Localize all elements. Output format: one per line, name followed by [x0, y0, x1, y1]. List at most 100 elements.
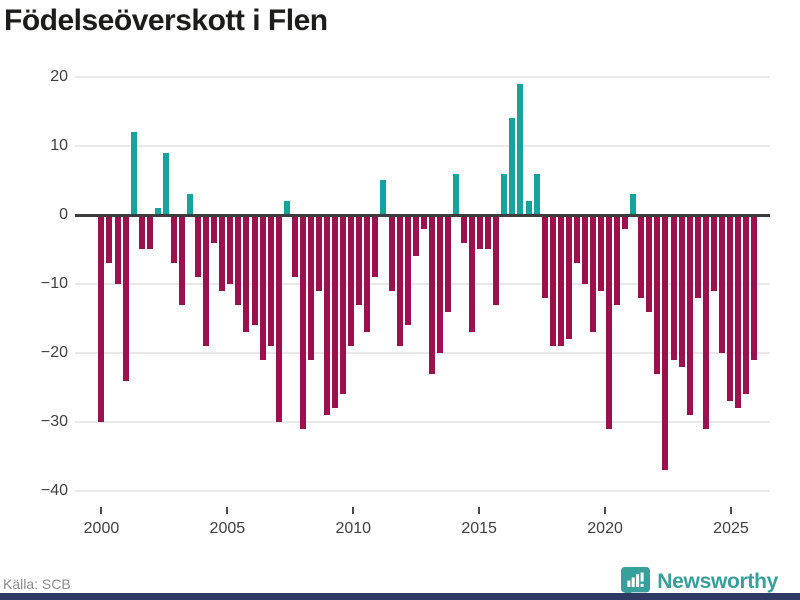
bar: [581, 214, 588, 284]
bar: [364, 214, 371, 333]
bar: [654, 214, 661, 374]
bar: [541, 214, 548, 298]
bar: [332, 214, 339, 409]
bar: [396, 214, 403, 347]
bar: [533, 173, 540, 215]
bar: [235, 214, 242, 305]
x-axis-tick-mark: [604, 507, 607, 514]
bottom-accent-bar: [0, 593, 800, 600]
bar: [686, 214, 693, 416]
bar: [348, 214, 355, 347]
y-axis-tick-label: 0: [59, 205, 68, 223]
y-gridline: [75, 75, 770, 78]
brand-name: Newsworthy: [657, 569, 778, 593]
bar: [485, 214, 492, 250]
x-axis-tick-mark: [729, 507, 732, 514]
bar: [356, 214, 363, 305]
bar: [638, 214, 645, 298]
bar: [589, 214, 596, 333]
bar: [420, 214, 427, 229]
bar: [404, 214, 411, 326]
bar: [106, 214, 113, 264]
x-axis-tick-mark: [100, 507, 103, 514]
bar: [291, 214, 298, 278]
bar: [517, 83, 524, 215]
bar: [598, 214, 605, 291]
bar: [525, 201, 532, 215]
bar: [501, 173, 508, 215]
brand-logo: Newsworthy: [621, 566, 778, 597]
bar: [283, 201, 290, 215]
bar: [203, 214, 210, 347]
bar: [670, 214, 677, 360]
x-axis-tick-label: 2020: [587, 520, 623, 537]
bar: [428, 214, 435, 374]
bar: [743, 214, 750, 395]
bar: [751, 214, 758, 360]
bar: [307, 214, 314, 360]
y-gridline: [75, 352, 770, 355]
bar: [452, 173, 459, 215]
bar: [662, 214, 669, 471]
bar-chart-speech-bubble-icon: [621, 566, 651, 597]
bar: [573, 214, 580, 264]
bar: [146, 214, 153, 250]
bar: [694, 214, 701, 298]
bar: [170, 214, 177, 264]
bar: [195, 214, 202, 278]
bar: [340, 214, 347, 395]
y-axis-tick-label: 10: [50, 136, 68, 154]
y-gridline: [75, 144, 770, 147]
bar: [324, 214, 331, 416]
bar: [259, 214, 266, 360]
bar: [436, 214, 443, 354]
bar: [557, 214, 564, 347]
bar: [243, 214, 250, 333]
bar: [630, 194, 637, 215]
bar: [380, 180, 387, 215]
bar: [179, 214, 186, 305]
y-axis-tick-label: 20: [50, 67, 68, 85]
bar: [614, 214, 621, 305]
zero-baseline: [75, 213, 770, 217]
bar: [509, 118, 516, 215]
bar: [726, 214, 733, 402]
bar: [718, 214, 725, 354]
bar: [372, 214, 379, 278]
bar: [702, 214, 709, 429]
bar: [154, 208, 161, 215]
bar: [122, 214, 129, 381]
bar: [187, 194, 194, 215]
source-label: Källa: SCB: [3, 576, 71, 592]
bar: [461, 214, 468, 243]
bar: [477, 214, 484, 250]
x-axis-tick-mark: [226, 507, 229, 514]
x-axis-tick-label: 2010: [335, 520, 372, 537]
x-axis-tick-label: 2015: [461, 520, 497, 537]
bar: [251, 214, 258, 326]
bar: [606, 214, 613, 429]
bar: [646, 214, 653, 312]
x-axis-tick-label: 2000: [83, 520, 120, 537]
bar: [138, 214, 145, 250]
bar: [565, 214, 572, 340]
y-gridline: [75, 283, 770, 285]
bar: [114, 214, 121, 284]
bar: [130, 132, 137, 215]
x-axis-tick-label: 2025: [713, 520, 749, 537]
bar: [710, 214, 717, 291]
bar: [299, 214, 306, 429]
bar: [678, 214, 685, 367]
bar: [444, 214, 451, 312]
bar: [211, 214, 218, 243]
bar: [493, 214, 500, 305]
bar: [227, 214, 234, 284]
bar: [267, 214, 274, 347]
bar: [316, 214, 322, 291]
bar: [275, 214, 282, 423]
bar: [549, 214, 556, 347]
bar: [98, 214, 105, 423]
y-axis-tick-label: −10: [40, 275, 68, 292]
y-gridline: [75, 421, 770, 424]
bar: [412, 214, 419, 257]
